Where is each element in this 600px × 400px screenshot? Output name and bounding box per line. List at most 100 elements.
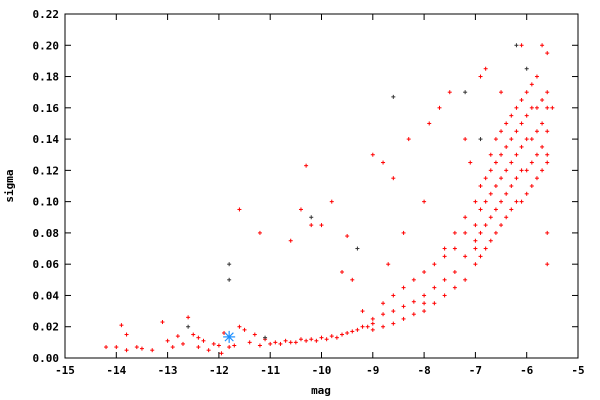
- data-point: [493, 184, 498, 188]
- data-point: [273, 340, 278, 345]
- data-point: [345, 234, 350, 239]
- y-tick-label: 0.22: [33, 8, 60, 21]
- data-point: [288, 238, 293, 243]
- data-point: [504, 191, 509, 196]
- data-point: [488, 152, 493, 157]
- data-point: [119, 323, 124, 328]
- data-point: [175, 334, 180, 339]
- data-point: [104, 345, 109, 350]
- data-point: [478, 184, 483, 188]
- data-point: [478, 137, 483, 142]
- data-point: [499, 152, 504, 157]
- data-point: [534, 105, 539, 110]
- data-point: [432, 262, 437, 267]
- data-point: [232, 343, 237, 348]
- y-tick-label: 0.04: [33, 289, 60, 302]
- data-point: [463, 215, 468, 220]
- data-point: [478, 254, 483, 259]
- data-point: [401, 285, 406, 290]
- data-point: [534, 129, 539, 134]
- data-point: [550, 105, 555, 110]
- data-point: [529, 160, 534, 165]
- data-point: [114, 345, 119, 350]
- y-tick-label: 0.08: [33, 227, 60, 240]
- data-point: [545, 152, 550, 157]
- data-point: [319, 223, 324, 228]
- data-point: [293, 340, 298, 345]
- data-point: [504, 215, 509, 220]
- data-point: [370, 316, 375, 321]
- data-point: [283, 338, 288, 343]
- x-tick-label: -12: [209, 364, 229, 377]
- data-point: [219, 351, 224, 356]
- data-point: [509, 207, 514, 212]
- data-point: [488, 168, 493, 173]
- data-point: [514, 105, 519, 110]
- data-point: [309, 223, 314, 228]
- data-point: [263, 335, 268, 340]
- data-point: [124, 348, 129, 353]
- data-point: [406, 137, 411, 142]
- data-point: [242, 327, 247, 332]
- data-point: [411, 299, 416, 304]
- x-tick-label: -5: [571, 364, 584, 377]
- data-point: [483, 199, 488, 204]
- x-axis-label: mag: [311, 384, 331, 397]
- x-tick-label: -6: [520, 364, 534, 377]
- data-point: [345, 330, 350, 335]
- y-tick-label: 0.14: [33, 133, 60, 146]
- data-point: [314, 338, 319, 343]
- data-point: [370, 321, 375, 326]
- data-point: [411, 312, 416, 317]
- y-tick-label: 0.20: [33, 39, 60, 52]
- data-point: [427, 121, 432, 126]
- data-point: [545, 230, 550, 235]
- data-point: [499, 176, 504, 181]
- data-point: [381, 301, 386, 306]
- data-point: [442, 293, 447, 298]
- y-tick-label: 0.16: [33, 102, 60, 115]
- data-point: [355, 327, 360, 332]
- data-point: [545, 262, 550, 267]
- data-point: [473, 223, 478, 228]
- y-tick-label: 0.02: [33, 321, 60, 334]
- data-point: [432, 285, 437, 290]
- data-point: [165, 338, 170, 343]
- data-point: [545, 105, 550, 110]
- data-point: [227, 345, 232, 350]
- data-point: [478, 74, 483, 79]
- data-point: [488, 191, 493, 196]
- data-point: [304, 338, 309, 343]
- data-point: [529, 137, 534, 142]
- data-point: [381, 324, 386, 329]
- data-point: [509, 184, 514, 188]
- data-point: [201, 338, 206, 343]
- data-point: [483, 246, 488, 251]
- data-point: [247, 340, 252, 345]
- data-point: [524, 66, 529, 71]
- data-point: [488, 238, 493, 243]
- data-point: [391, 293, 396, 298]
- x-tick-label: -9: [366, 364, 379, 377]
- data-point: [422, 309, 427, 314]
- data-point: [237, 207, 242, 212]
- data-point: [504, 168, 509, 173]
- data-point: [381, 312, 386, 317]
- data-point: [422, 301, 427, 306]
- data-point: [329, 334, 334, 339]
- data-point: [401, 304, 406, 309]
- data-point: [309, 337, 314, 342]
- x-tick-label: -13: [158, 364, 178, 377]
- data-point: [211, 341, 216, 346]
- data-point: [170, 345, 175, 350]
- data-point: [499, 129, 504, 134]
- y-tick-label: 0.12: [33, 164, 60, 177]
- x-tick-label: -7: [469, 364, 482, 377]
- data-point: [493, 137, 498, 142]
- data-point: [370, 152, 375, 157]
- data-point: [355, 246, 360, 251]
- data-point: [437, 105, 442, 110]
- data-point: [139, 346, 144, 351]
- data-point: [493, 207, 498, 212]
- data-point: [186, 315, 191, 320]
